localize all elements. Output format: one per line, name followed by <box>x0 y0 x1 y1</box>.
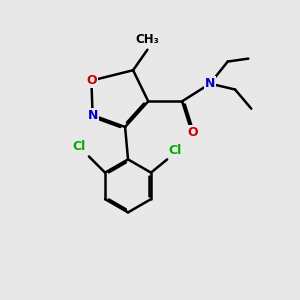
Text: O: O <box>86 74 97 87</box>
Text: N: N <box>205 77 215 90</box>
Text: Cl: Cl <box>169 144 182 157</box>
Text: CH₃: CH₃ <box>136 33 159 46</box>
Text: Cl: Cl <box>72 140 86 154</box>
Text: N: N <box>87 109 98 122</box>
Text: O: O <box>187 126 198 139</box>
